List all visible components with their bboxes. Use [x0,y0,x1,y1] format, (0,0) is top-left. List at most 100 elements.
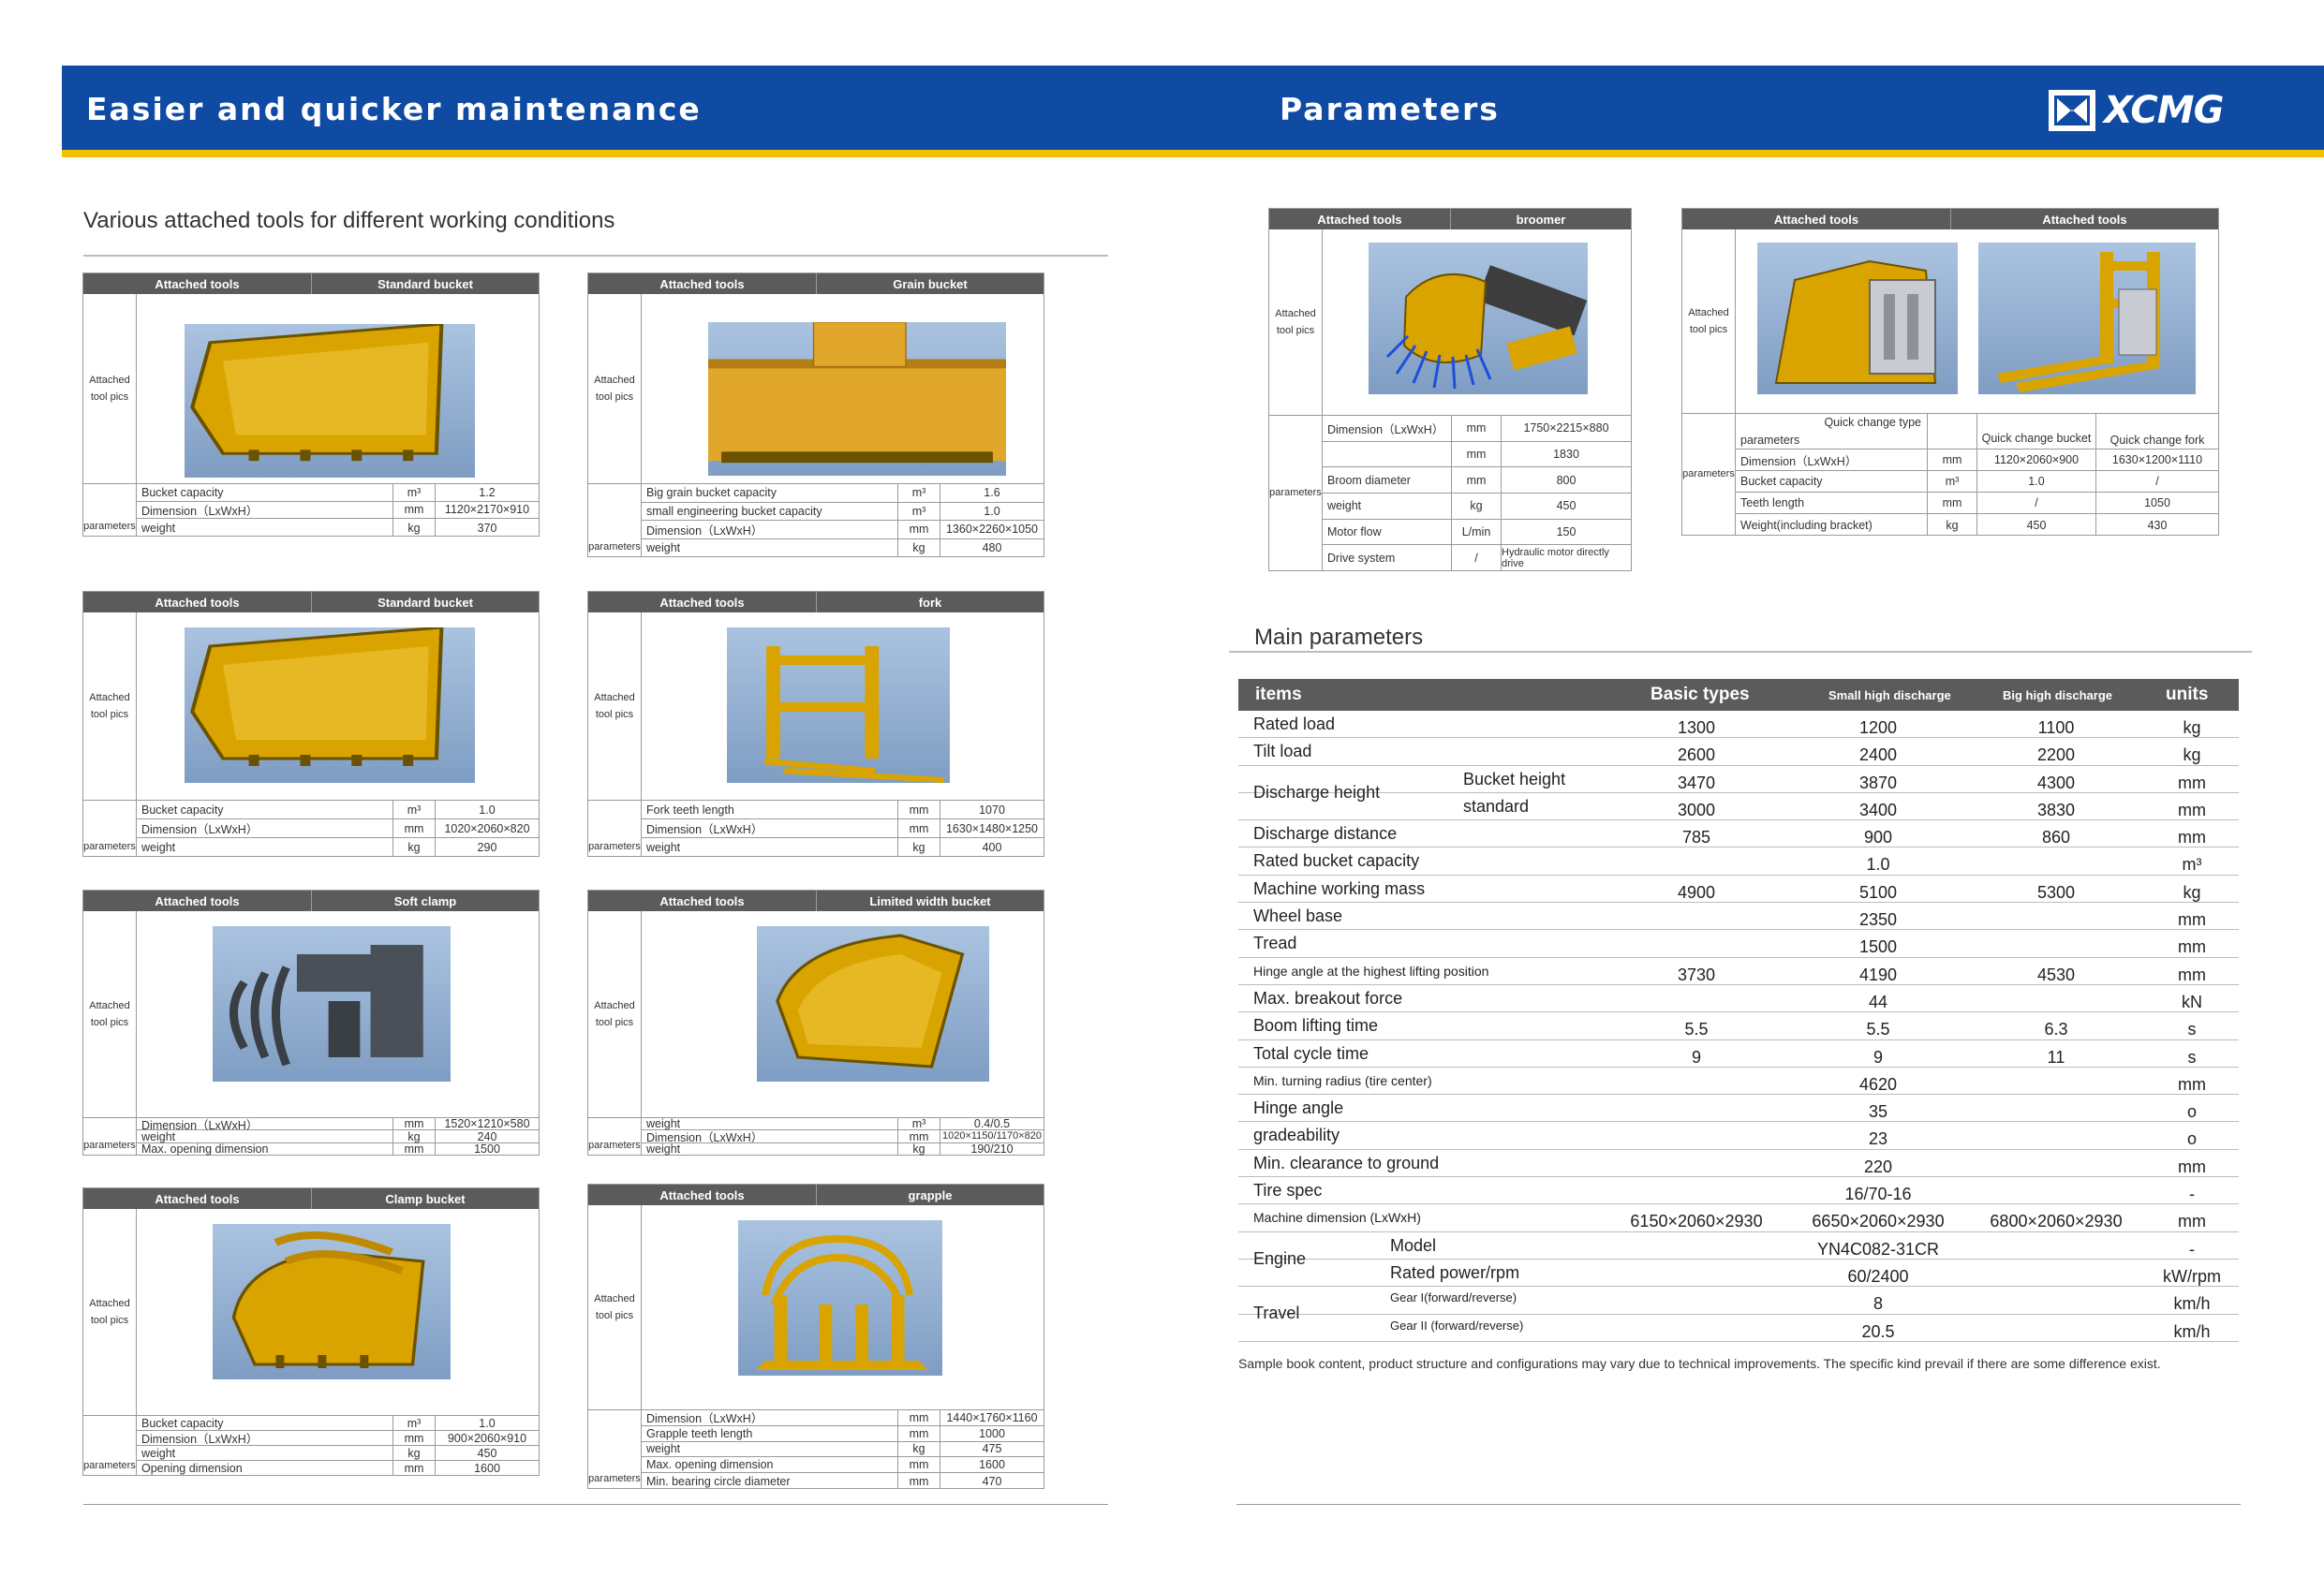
value-big: 860 [2041,828,2071,847]
param-value: 900×2060×910 [447,1431,527,1445]
param-row: Teeth length mm/ 1050 [1735,493,2218,514]
main-param-row: gradeability 23 o [1238,1122,2239,1150]
param-row: weight kg 190/210 [641,1142,1044,1157]
param-unit: m³ [393,1416,436,1430]
value-unit: mm [2178,1074,2206,1094]
param-unit: mm [898,1410,940,1425]
param-sublabel: Bucket height [1463,769,1566,788]
right-bottom-rule [1236,1504,2241,1505]
main-params-title: Main parameters [1254,625,1424,650]
param-row: weight kg 370 [136,519,539,537]
tool-card: Attached tools fork Attached tool pics para… [587,591,1044,857]
value-small: 5100 [1858,882,1898,902]
value-small: 20.5 [1861,1321,1895,1341]
param-value: 190/210 [970,1142,1014,1157]
card-head-label: Attached tools [83,273,312,294]
tool-pic-row: Attached tool pics [83,911,539,1118]
param-name: Drive system [1322,545,1452,571]
param-value: 800 [1556,473,1576,487]
param-row: weight m³ 0.4/0.5 [641,1117,1044,1131]
main-param-row: Min. turning radius (tire center) 4620 mm [1238,1068,2239,1096]
card-head-label: Attached tools [1682,209,1951,229]
param-value: 1020×1150/1170×820 [941,1130,1043,1142]
param-row: Opening dimension mm 1600 [136,1461,539,1476]
param-label: Hinge angle at the highest lifting posit… [1253,963,1489,979]
param-row: weight kg 290 [136,838,539,857]
main-params-table: items Basic types Small high discharge B… [1238,679,2239,1342]
param-label: Machine working mass [1253,878,1426,898]
param-row: weight kg 450 [136,1446,539,1461]
value-unit: kg [2183,718,2201,737]
pic-label: Attached tool pics [83,612,137,800]
value-basic: 3730 [1677,965,1716,984]
param-row: weight kg 475 [641,1441,1044,1458]
tool-picture [738,1220,942,1376]
card-head: Attached tools Soft clamp [83,891,539,911]
head-basic: Basic types [1650,685,1750,704]
param-value: 1.0 [479,1416,496,1430]
card-head-label: Attached tools [83,592,312,612]
param-name: Max. opening dimension [641,1457,898,1473]
value-small: 1.0 [1866,855,1890,875]
main-param-row: Min. clearance to ground 220 mm [1238,1150,2239,1178]
param-value: 1.0 [479,803,496,817]
params-block: parameters Dimension（LxWxH） mm 1750×2215×8… [1269,416,1631,571]
param-row: weight kg 480 [641,538,1044,557]
type-header-cell: Quick change type parameters [1735,414,1928,449]
param-row: Bucket capacity m³ 1.0 / [1735,471,2218,493]
value-big: 4530 [2036,965,2076,984]
value-unit: - [2189,1185,2195,1204]
main-param-row: Wheel base 2350 mm [1238,903,2239,931]
value-small: 3870 [1858,773,1898,792]
param-row: Dimension（LxWxH） mm 1020×1150/1170×820 [641,1130,1044,1144]
param-unit: kg [393,1130,436,1143]
card-head-tool: Soft clamp [393,893,457,908]
pic-label: Attached tool pics [83,911,137,1117]
card-head: Attached tools Clamp bucket [83,1188,539,1209]
param-name: weight [136,1446,393,1460]
bucket-icon [190,322,444,462]
param-value: 470 [982,1474,1002,1488]
param-name: weight [641,538,898,557]
param-name: Dimension（LxWxH） [641,1410,898,1425]
param-label: Wheel base [1253,906,1343,926]
param-row: Dimension（LxWxH） mm 1120×2170×910 [136,501,539,520]
params-label: parameters [588,484,642,557]
quick-col-fork: Quick change fork [2109,434,2205,447]
params-block: parameters Dimension（LxWxH） mm 1440×1760×11… [588,1410,1044,1489]
param-name: weight [136,838,393,857]
param-unit: kg [898,838,940,857]
param-label: Total cycle time [1253,1043,1369,1063]
pic-label: Attached tool pics [588,612,642,800]
param-value: 1050 [2144,496,2170,509]
value-small: 9 [1873,1047,1884,1067]
value-small: 1200 [1858,718,1898,737]
grapple-icon [756,1234,928,1370]
param-row: Bucket capacity m³ 1.0 [136,1416,539,1431]
params-block: parameters Big grain bucket capacity m³ 1.6… [588,484,1044,557]
param-value: 240 [477,1129,497,1143]
params-label: parameters [588,1410,642,1489]
main-param-row: Tire spec 16/70-16 - [1238,1177,2239,1205]
param-unit: m³ [898,502,940,520]
value-small: 4620 [1858,1074,1898,1094]
param-unit: L/min [1452,519,1502,545]
param-sublabel: Gear II (forward/reverse) [1390,1318,1524,1333]
param-value: 1.2 [479,485,496,499]
param-label: Discharge height [1253,782,1381,802]
card-head-tool: Grain bucket [893,276,968,291]
params-label: parameters [1682,414,1736,536]
param-value: 1500 [474,1142,500,1157]
param-value: / [1977,493,2096,513]
pic-label: Attached tool pics [1269,229,1323,415]
param-value: 1.0 [1977,471,2096,492]
param-name: Dimension（LxWxH） [641,521,898,538]
value-big: 5300 [2036,882,2076,902]
value-unit: km/h [2173,1294,2211,1314]
param-unit: kg [393,519,436,537]
param-unit: mm [898,801,940,818]
main-param-row: Machine working mass 4900 5100 5300 kg [1238,876,2239,904]
bucket-icon [190,626,444,766]
param-name: Big grain bucket capacity [641,484,898,502]
params-label: parameters [588,801,642,857]
